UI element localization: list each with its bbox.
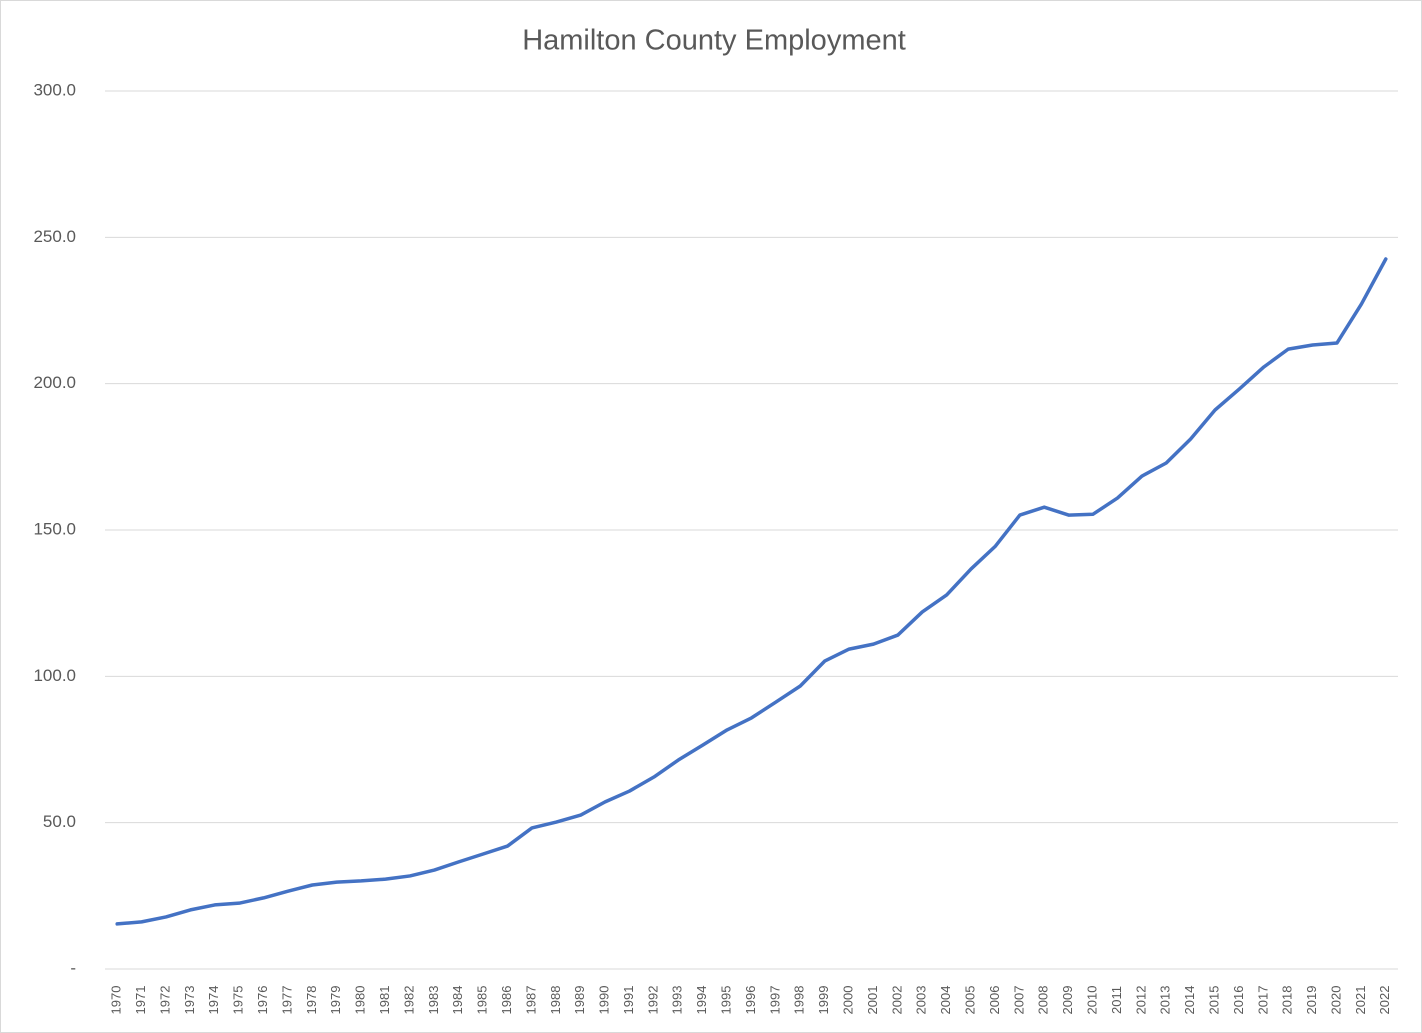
- x-tick-label: 1972: [157, 986, 172, 1015]
- x-tick-label: 1975: [231, 986, 246, 1015]
- x-tick-label: 2000: [841, 986, 856, 1015]
- x-tick-label: 1986: [499, 986, 514, 1015]
- x-tick-label: 1994: [694, 986, 709, 1015]
- y-tick-label: 200.0: [33, 373, 76, 392]
- x-tick-label: 1970: [109, 986, 124, 1015]
- x-tick-label: 2013: [1158, 986, 1173, 1015]
- x-tick-label: 1990: [597, 986, 612, 1015]
- x-tick-label: 2014: [1182, 986, 1197, 1015]
- x-tick-label: 1988: [548, 986, 563, 1015]
- x-tick-label: 1993: [670, 986, 685, 1015]
- x-tick-label: 1976: [255, 986, 270, 1015]
- y-tick-label: 250.0: [33, 227, 76, 246]
- x-tick-label: 1981: [377, 986, 392, 1015]
- x-tick-label: 2003: [914, 986, 929, 1015]
- x-tick-label: 2015: [1206, 986, 1221, 1015]
- y-tick-label: 300.0: [33, 80, 76, 99]
- x-tick-label: 1995: [719, 986, 734, 1015]
- x-tick-label: 1978: [304, 986, 319, 1015]
- x-tick-label: 2020: [1328, 986, 1343, 1015]
- y-tick-label: 150.0: [33, 519, 76, 538]
- series-line: [115, 257, 1388, 926]
- x-tick-label: 2017: [1255, 986, 1270, 1015]
- x-tick-label: 2012: [1133, 986, 1148, 1015]
- x-tick-label: 2006: [987, 986, 1002, 1015]
- x-tick-label: 2018: [1280, 986, 1295, 1015]
- x-tick-label: 1974: [206, 986, 221, 1015]
- x-tick-label: 1999: [816, 986, 831, 1015]
- x-tick-label: 2007: [1011, 986, 1026, 1015]
- x-tick-label: 1980: [353, 986, 368, 1015]
- x-tick-label: 2019: [1304, 986, 1319, 1015]
- x-tick-label: 1992: [645, 986, 660, 1015]
- x-tick-label: 2004: [938, 986, 953, 1015]
- x-tick-label: 2008: [1036, 986, 1051, 1015]
- x-tick-label: 1973: [182, 986, 197, 1015]
- x-tick-label: 1996: [743, 986, 758, 1015]
- x-tick-label: 1979: [328, 986, 343, 1015]
- x-tick-label: 1982: [401, 986, 416, 1015]
- x-tick-label: 1985: [475, 986, 490, 1015]
- y-tick-label: -: [70, 958, 76, 977]
- y-tick-label: 50.0: [43, 812, 76, 831]
- x-tick-label: 2005: [963, 986, 978, 1015]
- x-tick-label: 2001: [865, 986, 880, 1015]
- x-tick-label: 1989: [572, 986, 587, 1015]
- x-tick-label: 2021: [1353, 986, 1368, 1015]
- x-tick-label: 1983: [426, 986, 441, 1015]
- x-tick-label: 1987: [523, 986, 538, 1015]
- x-tick-label: 2011: [1109, 986, 1124, 1014]
- x-tick-label: 2022: [1377, 986, 1392, 1015]
- x-tick-label: 1977: [279, 986, 294, 1015]
- x-tick-label: 1984: [450, 986, 465, 1015]
- chart-title: Hamilton County Employment: [522, 25, 906, 57]
- x-tick-label: 1991: [621, 986, 636, 1015]
- x-tick-label: 1998: [792, 986, 807, 1015]
- x-tick-label: 1997: [767, 986, 782, 1015]
- x-tick-label: 2009: [1060, 986, 1075, 1015]
- x-tick-label: 2002: [889, 986, 904, 1015]
- x-tick-label: 2016: [1231, 986, 1246, 1015]
- x-tick-label: 1971: [133, 986, 148, 1015]
- y-tick-label: 100.0: [33, 666, 76, 685]
- x-tick-label: 2010: [1084, 986, 1099, 1015]
